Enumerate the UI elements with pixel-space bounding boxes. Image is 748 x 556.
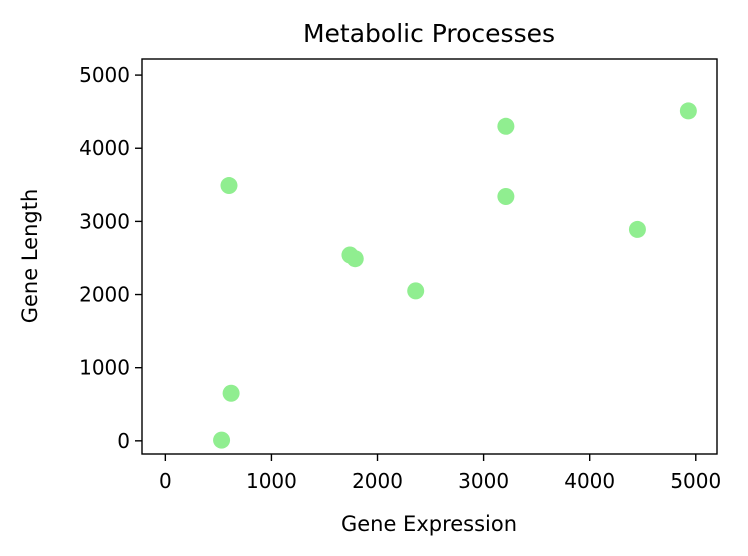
y-axis: 0 1000 2000 3000 4000 5000: [79, 63, 142, 453]
y-tick-label: 2000: [79, 283, 130, 307]
y-tick-label: 3000: [79, 209, 130, 233]
data-point: [346, 250, 364, 268]
x-axis: 0 1000 2000 3000 4000 5000: [159, 454, 721, 493]
data-point: [222, 384, 240, 402]
y-tick-label: 4000: [79, 136, 130, 160]
data-point: [407, 282, 425, 300]
x-tick-label: 2000: [352, 469, 403, 493]
data-point: [213, 431, 231, 449]
data-points: [213, 102, 697, 449]
data-point: [220, 177, 238, 195]
data-point: [497, 117, 515, 135]
plot-frame: [141, 58, 718, 455]
x-tick-label: 4000: [564, 469, 615, 493]
data-point: [679, 102, 697, 120]
x-tick-label: 5000: [670, 469, 721, 493]
x-tick-label: 0: [159, 469, 172, 493]
chart-title: Metabolic Processes: [303, 19, 555, 48]
data-point: [628, 220, 646, 238]
y-tick-label: 1000: [79, 356, 130, 380]
x-tick-label: 1000: [246, 469, 297, 493]
y-axis-label: Gene Length: [18, 189, 42, 324]
y-tick-label: 0: [117, 429, 130, 453]
x-tick-label: 3000: [458, 469, 509, 493]
x-axis-label: Gene Expression: [341, 512, 517, 536]
y-tick-label: 5000: [79, 63, 130, 87]
data-point: [497, 188, 515, 206]
